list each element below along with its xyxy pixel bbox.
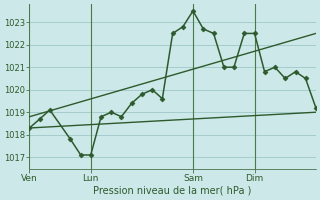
X-axis label: Pression niveau de la mer( hPa ): Pression niveau de la mer( hPa ) bbox=[93, 186, 252, 196]
